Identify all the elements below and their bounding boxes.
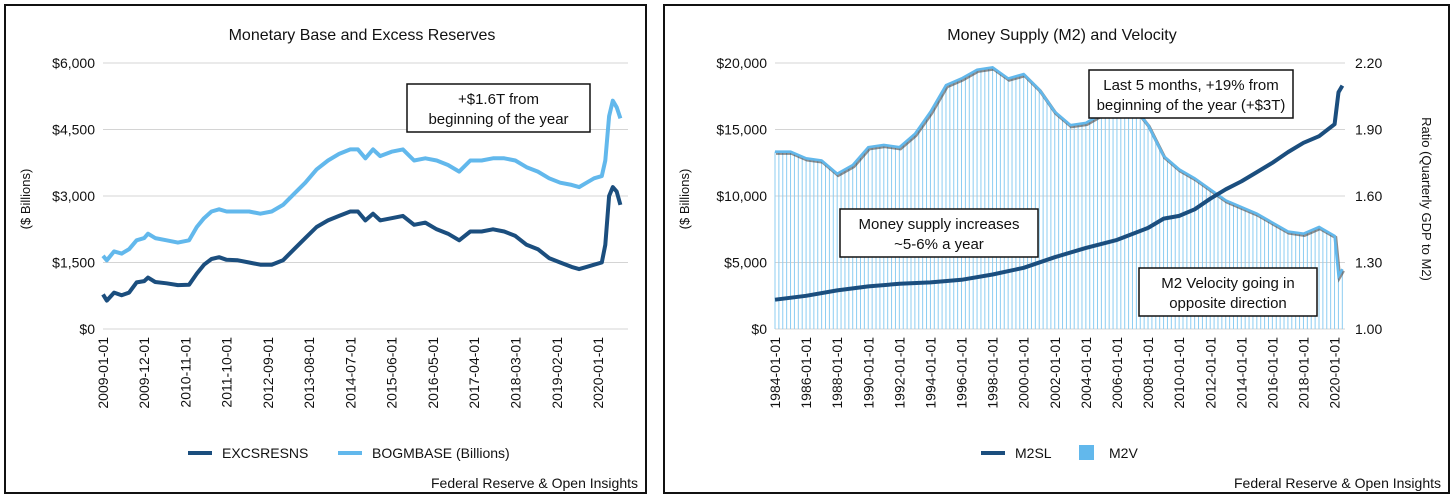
annotation-frame — [406, 83, 591, 133]
legend-label: M2V — [1109, 445, 1138, 461]
chart-svg-monetary-base: Monetary Base and Excess Reserves ($ Bil… — [18, 27, 638, 491]
x-tick-label: 1994-01-01 — [922, 337, 938, 409]
y-tick-label: $3,000 — [52, 188, 95, 204]
series-lines — [774, 66, 1345, 302]
x-tick-label: 2009-12-01 — [136, 337, 152, 409]
legend: EXCSRESNS BOGMBASE (Billions) — [188, 445, 510, 461]
x-tick-label: 2011-10-01 — [219, 337, 235, 408]
annotation-text: beginning of the year (+$3T) — [1097, 97, 1286, 114]
y-tick-labels: $0 $1,500 $3,000 $4,500 $6,000 — [52, 55, 95, 337]
annotation-text: Money supply increases — [859, 216, 1020, 233]
x-tick-label: 1986-01-01 — [798, 337, 814, 409]
annotation-text: ~5-6% a year — [894, 236, 984, 253]
annotation-box: M2 Velocity going in opposite direction — [1138, 267, 1318, 317]
m2v-line — [775, 66, 1344, 280]
chart-panel-monetary-base: Monetary Base and Excess Reserves ($ Bil… — [4, 4, 647, 494]
x-tick-label: 2018-03-01 — [507, 337, 523, 409]
x-tick-label: 2004-01-01 — [1078, 337, 1094, 409]
annotation-text: beginning of the year — [428, 111, 568, 128]
x-tick-label: 2020-01-01 — [590, 337, 606, 409]
x-tick-label: 2012-09-01 — [260, 337, 276, 409]
x-tick-label: 2016-05-01 — [425, 337, 441, 409]
x-tick-labels: 2009-01-01 2009-12-01 2010-11-01 2011-10-01… — [95, 337, 606, 409]
x-tick-label: 2016-01-01 — [1264, 337, 1280, 409]
x-tick-label: 2002-01-01 — [1047, 337, 1063, 409]
y-tick-label: $0 — [751, 321, 767, 337]
y-tick-label: $15,000 — [716, 122, 767, 138]
annotation-box: Last 5 months, +19% from beginning of the… — [1088, 69, 1294, 119]
series-lines — [101, 98, 623, 303]
x-tick-label: 2012-01-01 — [1202, 337, 1218, 409]
y-tick-label: $4,500 — [52, 122, 95, 138]
source-note: Federal Reserve & Open Insights — [431, 475, 638, 491]
x-tick-label: 2019-02-01 — [549, 337, 565, 409]
annotation-text: opposite direction — [1169, 295, 1287, 312]
chart-title: Monetary Base and Excess Reserves — [229, 27, 496, 44]
annotation-text: M2 Velocity going in — [1161, 275, 1294, 292]
x-tick-label: 2000-01-01 — [1016, 337, 1032, 409]
x-tick-label: 2014-01-01 — [1233, 337, 1249, 409]
y2-tick-label: 1.30 — [1355, 255, 1382, 271]
x-tick-label: 2020-01-01 — [1327, 337, 1343, 409]
legend-label: BOGMBASE (Billions) — [372, 445, 510, 461]
y-tick-label: $10,000 — [716, 188, 767, 204]
x-tick-label: 1998-01-01 — [985, 337, 1001, 409]
x-tick-label: 1988-01-01 — [829, 337, 845, 409]
y-axis-label: ($ Billions) — [677, 169, 692, 230]
annotation-frame — [839, 208, 1039, 258]
annotation-box: +$1.6T from beginning of the year — [406, 83, 591, 133]
x-tick-label: 2017-04-01 — [466, 337, 482, 409]
x-tick-label: 2006-01-01 — [1109, 337, 1125, 409]
annotation-text: Last 5 months, +19% from — [1103, 77, 1279, 94]
annotation-frame — [1088, 69, 1294, 119]
y-axis-label: ($ Billions) — [18, 169, 33, 230]
y-tick-label: $5,000 — [724, 255, 767, 271]
x-tick-labels: 1984-01-01 1986-01-01 1988-01-01 1990-01-01… — [767, 337, 1343, 409]
legend-swatch — [1079, 445, 1094, 460]
legend-label: EXCSRESNS — [222, 445, 308, 461]
series-line-m2sl — [774, 84, 1345, 302]
y-tick-label: $6,000 — [52, 55, 95, 71]
legend-label: M2SL — [1015, 445, 1052, 461]
source-note: Federal Reserve & Open Insights — [1234, 475, 1441, 491]
x-tick-label: 2010-01-01 — [1171, 337, 1187, 409]
annotation-frame — [1138, 267, 1318, 317]
y2-tick-label: 1.00 — [1355, 321, 1382, 337]
y-tick-label: $0 — [79, 321, 95, 337]
x-tick-label: 1996-01-01 — [954, 337, 970, 409]
x-tick-label: 2015-06-01 — [384, 337, 400, 409]
y2-axis-label: Ratio (Quarterly GDP to M2) — [1419, 117, 1434, 281]
y2-tick-label: 1.90 — [1355, 122, 1382, 138]
series-line-bogmbase — [101, 98, 623, 263]
x-tick-label: 2008-01-01 — [1140, 337, 1156, 409]
x-tick-label: 2013-08-01 — [301, 337, 317, 409]
y2-tick-label: 2.20 — [1355, 55, 1382, 71]
x-tick-label: 1984-01-01 — [767, 337, 783, 409]
x-tick-label: 1990-01-01 — [860, 337, 876, 409]
legend: M2SL M2V — [981, 445, 1138, 461]
annotation-text: +$1.6T from — [458, 91, 539, 108]
x-tick-label: 2018-01-01 — [1296, 337, 1312, 409]
annotations: +$1.6T from beginning of the year — [406, 83, 591, 133]
y-tick-label: $1,500 — [52, 255, 95, 271]
y-tick-labels: $0 $5,000 $10,000 $15,000 $20,000 — [716, 55, 767, 337]
x-tick-label: 2014-07-01 — [342, 337, 358, 409]
y2-tick-label: 1.60 — [1355, 188, 1382, 204]
annotations: Last 5 months, +19% from beginning of the… — [839, 69, 1318, 317]
y-tick-label: $20,000 — [716, 55, 767, 71]
series-line-excsresns — [101, 185, 623, 303]
y2-tick-labels: 1.00 1.30 1.60 1.90 2.20 — [1355, 55, 1382, 337]
chart-panel-money-supply: Money Supply (M2) and Velocity ($ Billio… — [663, 4, 1450, 494]
chart-title: Money Supply (M2) and Velocity — [947, 27, 1176, 44]
x-tick-label: 1992-01-01 — [891, 337, 907, 409]
x-tick-label: 2010-11-01 — [177, 337, 193, 408]
annotation-box: Money supply increases ~5-6% a year — [839, 208, 1039, 258]
x-tick-label: 2009-01-01 — [95, 337, 111, 409]
chart-svg-money-supply: Money Supply (M2) and Velocity ($ Billio… — [677, 27, 1441, 491]
gridlines — [775, 62, 1345, 330]
